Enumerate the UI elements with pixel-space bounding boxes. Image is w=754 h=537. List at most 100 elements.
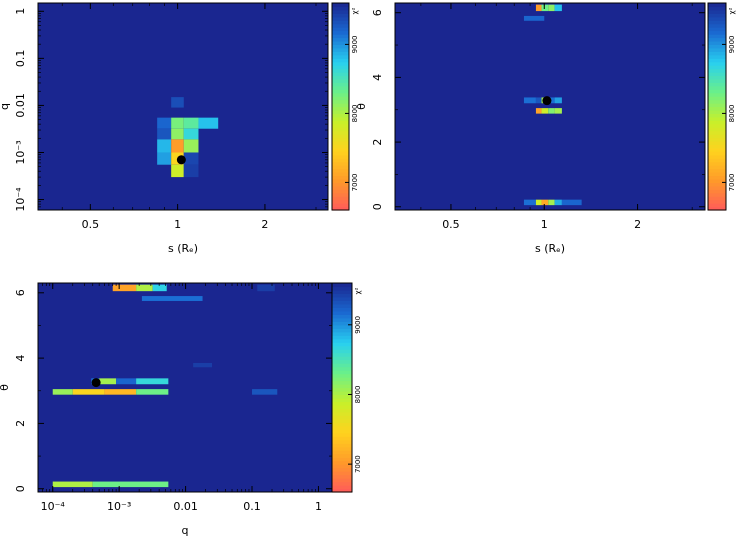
heatmap-cell [116, 378, 137, 385]
colorbar-segment [332, 96, 349, 101]
heatmap-cell [183, 139, 199, 153]
y-axis-label: q [0, 103, 11, 110]
colorbar-segment [332, 307, 352, 312]
colorbar-segment [332, 47, 349, 52]
x-tick-label: 0.5 [442, 218, 460, 231]
colorbar-segment [332, 65, 349, 70]
heatmap-cell [548, 4, 555, 12]
colorbar-segment [708, 34, 726, 39]
colorbar-label: χ² [728, 7, 736, 14]
colorbar-segment [708, 16, 726, 21]
heatmap-cell [152, 284, 167, 292]
colorbar-segment [708, 178, 726, 183]
colorbar-tick-label: 8000 [351, 104, 359, 122]
colorbar-segment [332, 141, 349, 146]
colorbar-segment [708, 20, 726, 25]
colorbar-segment [332, 58, 349, 63]
colorbar-segment [332, 89, 349, 94]
x-tick-label: 1 [541, 218, 548, 231]
colorbar-segment [332, 99, 349, 104]
heatmap-cell [72, 389, 105, 395]
heatmap-cell [183, 152, 199, 165]
x-axis-label: q [182, 524, 189, 537]
colorbar-segment [332, 196, 349, 201]
colorbar-segment [708, 58, 726, 63]
colorbar-segment [332, 37, 349, 42]
colorbar-segment [708, 154, 726, 159]
colorbar-segment [332, 317, 352, 322]
x-tick-label: 0.01 [173, 500, 198, 513]
colorbar-tick-label: 9000 [354, 316, 362, 334]
colorbar-segment [332, 161, 349, 166]
heatmap-cell [535, 4, 542, 12]
colorbar-segment [708, 85, 726, 90]
x-tick-label: 0.5 [82, 218, 100, 231]
heatmap-cell [554, 4, 562, 12]
heatmap-cell [523, 199, 536, 206]
y-tick-label: 1 [14, 8, 27, 15]
colorbar-segment [332, 6, 349, 11]
heatmap-cell [535, 97, 542, 104]
colorbar-segment [332, 436, 352, 441]
colorbar-segment [708, 54, 726, 59]
colorbar-segment [332, 425, 352, 430]
y-tick-label: 4 [371, 74, 384, 81]
colorbar-segment [332, 203, 349, 208]
colorbar-segment [332, 453, 352, 458]
colorbar-segment [332, 154, 349, 159]
colorbar-segment [708, 147, 726, 152]
colorbar-segment [332, 467, 352, 472]
colorbar-segment [332, 342, 352, 347]
colorbar-segment [332, 127, 349, 132]
colorbar-segment [332, 401, 352, 406]
colorbar-segment [332, 404, 352, 409]
colorbar-segment [332, 331, 352, 336]
colorbar-frame [331, 282, 353, 493]
heatmap-cell [183, 164, 199, 178]
colorbar-segment [332, 185, 349, 190]
colorbar-segment [332, 92, 349, 97]
colorbar-segment [332, 27, 349, 32]
colorbar-segment [708, 75, 726, 80]
colorbar-tick-label: 7000 [728, 173, 736, 191]
colorbar-segment [332, 460, 352, 465]
colorbar-segment [332, 422, 352, 427]
colorbar-segment [332, 314, 352, 319]
colorbar-segment [332, 359, 352, 364]
heatmap-cell [523, 97, 536, 104]
colorbar-segment [332, 384, 352, 389]
heatmap-cell [157, 117, 172, 129]
colorbar-segment [332, 175, 349, 180]
colorbar-segment [708, 161, 726, 166]
plot-background [395, 3, 705, 210]
colorbar-segment [332, 134, 349, 139]
heatmap-cell [183, 117, 199, 129]
x-tick-label: 10⁻⁴ [41, 500, 66, 513]
colorbar-segment [332, 75, 349, 80]
colorbar-segment [708, 196, 726, 201]
colorbar-segment [332, 387, 352, 392]
plot-frame [394, 2, 706, 211]
y-tick-label: 2 [14, 420, 27, 427]
colorbar-segment [332, 165, 349, 170]
heatmap-cell [541, 108, 549, 114]
colorbar-segment [332, 488, 352, 493]
x-axis-label: s (Rₑ) [535, 242, 565, 255]
y-tick-label: 0.01 [14, 93, 27, 118]
best-fit-marker [542, 96, 552, 106]
y-tick-label: 6 [14, 289, 27, 296]
colorbar-segment [332, 116, 349, 121]
colorbar-segment [708, 175, 726, 180]
colorbar-segment [332, 349, 352, 354]
colorbar-segment [708, 68, 726, 73]
colorbar-segment [708, 9, 726, 14]
colorbar-segment [332, 13, 349, 18]
colorbar-segment [708, 96, 726, 101]
heatmap-cell [157, 139, 172, 153]
y-tick-label: 0 [14, 485, 27, 492]
x-tick-label: 1 [315, 500, 322, 513]
colorbar-segment [708, 103, 726, 108]
heatmap-cell [171, 117, 184, 129]
colorbar-segment [332, 189, 349, 194]
colorbar-segment [708, 123, 726, 128]
